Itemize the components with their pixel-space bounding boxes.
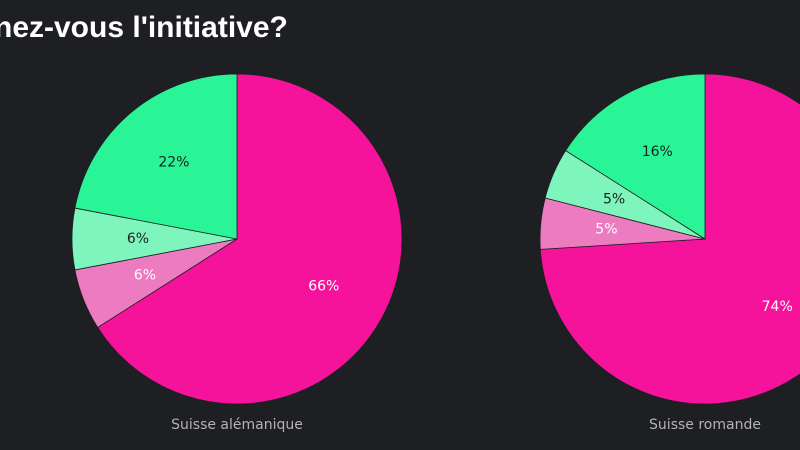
pie-slice	[74, 73, 238, 240]
pie-caption: Suisse alémanique	[171, 417, 303, 433]
pie-slice	[97, 73, 403, 405]
chart-title: nez-vous l'initiative?	[0, 11, 288, 44]
slice-label: 6%	[127, 231, 149, 247]
slice-label: 66%	[308, 279, 339, 295]
slice-label: 6%	[134, 267, 156, 283]
slice-label: 5%	[603, 192, 625, 208]
pie-slice	[565, 73, 706, 240]
pie-chart-1: 66% 6% 6% 22% Suisse alémanique	[71, 73, 403, 433]
pie-slice	[539, 73, 800, 405]
slice-label: 22%	[158, 155, 189, 171]
slice-label: 74%	[762, 299, 793, 315]
slice-label: 5%	[595, 222, 617, 238]
pie-chart-2: 74% 5% 5% 16% Suisse romande	[539, 73, 800, 433]
slice-label: 16%	[642, 144, 673, 160]
pie-caption: Suisse romande	[649, 417, 761, 433]
